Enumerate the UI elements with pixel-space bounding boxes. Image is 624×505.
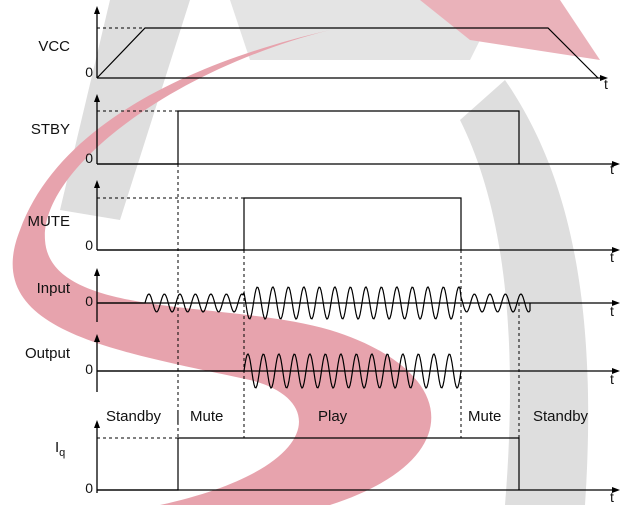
stby-x-arrow: [612, 161, 620, 167]
output-zero: 0: [85, 361, 93, 377]
watermark-red-top: [420, 0, 600, 60]
input-label: Input: [37, 280, 71, 297]
output-y-arrow: [94, 334, 100, 342]
output-x-arrow: [612, 368, 620, 374]
watermark-red-ring: [150, 95, 330, 280]
mute-x-arrow: [612, 247, 620, 253]
vcc-trace: [96, 27, 599, 79]
watermark-gray-top: [230, 0, 500, 60]
iq-time-label: t: [610, 489, 614, 505]
input-zero: 0: [85, 293, 93, 309]
vcc-label: VCC: [38, 38, 70, 55]
mute-y-arrow: [94, 180, 100, 188]
watermark-red-swoosh: [12, 30, 432, 505]
iq-label-main: I: [55, 439, 59, 456]
state-separator: |: [176, 408, 180, 425]
state-standby-start: Standby: [106, 408, 162, 425]
state-mute-end: Mute: [468, 408, 501, 425]
state-standby-end: Standby: [533, 408, 589, 425]
watermark: [12, 0, 600, 505]
output-time-label: t: [610, 371, 614, 387]
stby-time-label: t: [610, 161, 614, 177]
state-play: Play: [318, 408, 348, 425]
vcc-time-label: t: [604, 76, 608, 92]
iq-y-arrow: [94, 420, 100, 428]
output-label: Output: [25, 345, 71, 362]
stby-zero: 0: [85, 150, 93, 166]
iq-zero: 0: [85, 480, 93, 496]
input-time-label: t: [610, 303, 614, 319]
iq-label-sub: q: [59, 447, 65, 459]
state-labels: Standby | Mute Play Mute Standby: [106, 408, 589, 425]
vertical-axes: [94, 6, 100, 493]
stby-label: STBY: [31, 121, 70, 138]
input-waveform: [97, 286, 531, 320]
input-y-arrow: [94, 268, 100, 276]
mute-label: MUTE: [28, 213, 71, 230]
vcc-zero: 0: [85, 64, 93, 80]
stby-trace: [97, 110, 520, 165]
vcc-x-arrow: [600, 75, 608, 81]
mute-zero: 0: [85, 237, 93, 253]
state-mute-start: Mute: [190, 408, 223, 425]
dashed-references: [97, 27, 520, 439]
iq-label: Iq: [55, 439, 65, 459]
vcc-y-arrow: [94, 6, 100, 14]
iq-trace: [97, 437, 520, 491]
mute-trace: [97, 197, 462, 251]
watermark-gray-arc-right: [460, 80, 589, 505]
stby-y-arrow: [94, 94, 100, 102]
output-waveform: [97, 352, 462, 390]
mute-time-label: t: [610, 249, 614, 265]
iq-x-arrow: [612, 487, 620, 493]
input-x-arrow: [612, 300, 620, 306]
